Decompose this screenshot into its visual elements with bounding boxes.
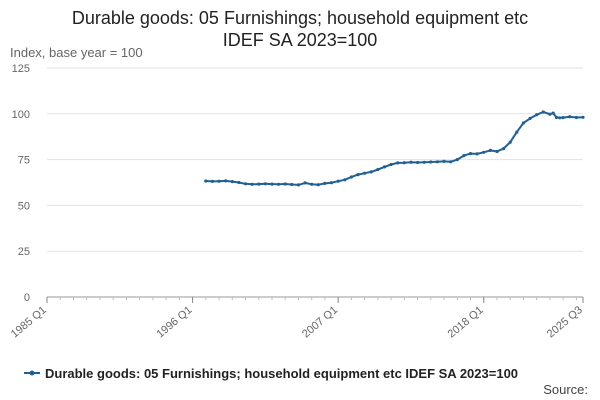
legend-series-label: Durable goods: 05 Furnishings; household…: [45, 366, 518, 381]
data-point: [323, 181, 327, 185]
data-point: [495, 149, 499, 154]
data-point: [376, 167, 380, 172]
data-point: [409, 160, 413, 164]
data-point: [382, 165, 387, 169]
series-line-0: [205, 111, 584, 186]
data-point: [528, 116, 532, 120]
y-tick-label: 100: [12, 109, 30, 121]
data-point: [224, 179, 228, 183]
data-point: [521, 121, 526, 125]
data-point: [561, 116, 565, 120]
data-point: [508, 140, 512, 144]
x-tick-label: 1996 Q1: [154, 304, 194, 340]
y-axis-ticks: 0 25 50 75 100 125: [12, 63, 30, 304]
data-point: [568, 115, 572, 119]
data-point: [217, 179, 221, 183]
data-point: [290, 182, 294, 187]
x-axis-ticks: 1985 Q1 1996 Q1 2007 Q1 2018 Q1 2025 Q3: [9, 297, 585, 340]
data-point: [303, 181, 307, 185]
source-label: Source:: [543, 382, 588, 397]
data-point: [535, 113, 539, 117]
data-point: [336, 179, 340, 183]
data-point: [349, 175, 353, 179]
data-point: [574, 115, 579, 120]
data-point: [204, 179, 208, 183]
gridlines: [47, 67, 583, 298]
data-point: [277, 182, 281, 186]
chart-title-line-1: Durable goods: 05 Furnishings; household…: [72, 8, 528, 28]
data-point: [422, 160, 426, 164]
data-point: [270, 182, 274, 186]
data-point: [515, 130, 519, 134]
data-point: [257, 182, 261, 186]
x-tick-label: 2007 Q1: [300, 304, 340, 340]
data-point: [416, 160, 420, 165]
data-point: [482, 150, 486, 154]
data-point: [554, 115, 559, 120]
data-point: [329, 181, 334, 185]
data-point: [283, 182, 287, 186]
data-point: [243, 182, 248, 186]
data-point: [230, 180, 234, 184]
y-tick-label: 75: [18, 155, 30, 167]
data-point: [449, 160, 453, 164]
data-point: [263, 182, 267, 186]
y-tick-label: 25: [18, 246, 30, 258]
data-point: [442, 159, 446, 163]
data-point: [429, 160, 433, 164]
x-tick-label: 2025 Q3: [545, 304, 585, 340]
y-tick-label: 0: [24, 292, 30, 304]
data-point: [396, 161, 400, 165]
data-point: [310, 182, 314, 186]
data-point: [343, 178, 347, 182]
data-point: [455, 158, 459, 162]
legend: Durable goods: 05 Furnishings; household…: [24, 366, 518, 381]
data-point: [296, 183, 301, 187]
y-tick-label: 125: [12, 63, 30, 75]
data-point: [402, 161, 406, 165]
legend-series-marker: [29, 370, 35, 376]
data-point: [462, 154, 466, 158]
y-axis-label: Index, base year = 100: [10, 45, 143, 60]
data-point: [548, 112, 552, 116]
data-point: [210, 179, 214, 183]
data-point: [468, 152, 473, 156]
data-point: [316, 183, 320, 187]
data-point: [551, 111, 555, 115]
data-point: [356, 173, 360, 177]
data-point: [435, 160, 439, 164]
x-tick-label: 2018 Q1: [446, 304, 486, 340]
data-point: [541, 110, 545, 114]
data-point: [237, 180, 241, 185]
data-point: [475, 152, 479, 156]
data-point: [488, 148, 492, 152]
data-point: [581, 115, 585, 119]
data-point: [389, 162, 393, 167]
data-point: [250, 182, 254, 186]
chart-title-line-2: IDEF SA 2023=100: [223, 30, 378, 50]
data-point: [363, 171, 367, 175]
data-point: [502, 147, 506, 151]
x-tick-label: 1985 Q1: [9, 304, 49, 340]
series-layer: [204, 110, 585, 187]
data-point: [558, 116, 562, 120]
y-tick-label: 50: [18, 200, 30, 212]
data-point: [369, 170, 373, 174]
